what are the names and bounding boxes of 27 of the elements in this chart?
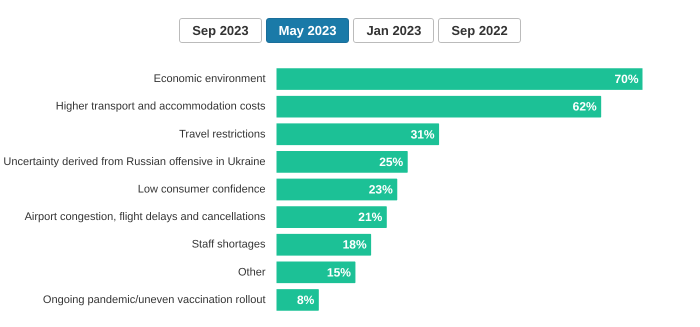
y-tick-label: Staff shortages bbox=[192, 238, 266, 251]
y-tick-label: Economic environment bbox=[154, 73, 266, 86]
data-label: 8% bbox=[296, 292, 315, 307]
y-tick-label: Other bbox=[238, 266, 266, 278]
bar bbox=[276, 261, 356, 284]
y-tick-label: Uncertainty derived from Russian offensive in Ukraine bbox=[3, 156, 266, 168]
bar bbox=[276, 289, 319, 311]
bar bbox=[276, 206, 387, 228]
y-tick-label: Travel restrictions bbox=[179, 128, 266, 140]
y-tick-label: Higher transport and accommodation costs bbox=[56, 100, 266, 113]
data-label: 23% bbox=[368, 182, 394, 196]
data-label: 25% bbox=[379, 154, 404, 169]
bar bbox=[276, 123, 440, 146]
data-label: 62% bbox=[572, 100, 597, 114]
bar bbox=[276, 68, 642, 90]
bar bbox=[276, 96, 602, 118]
y-tick-label: Airport congestion, flight delays and cancellations bbox=[24, 211, 266, 224]
y-tick-label: Low consumer confidence bbox=[138, 184, 266, 196]
data-label: 15% bbox=[326, 265, 352, 280]
data-label: 21% bbox=[358, 210, 383, 224]
y-tick-label: Ongoing pandemic/uneven vaccination rollout bbox=[42, 294, 266, 306]
data-label: 18% bbox=[342, 238, 367, 252]
bar bbox=[276, 178, 398, 200]
bar bbox=[276, 234, 372, 256]
data-label: 31% bbox=[410, 127, 435, 142]
bar bbox=[276, 151, 408, 173]
data-label: 70% bbox=[614, 72, 639, 86]
